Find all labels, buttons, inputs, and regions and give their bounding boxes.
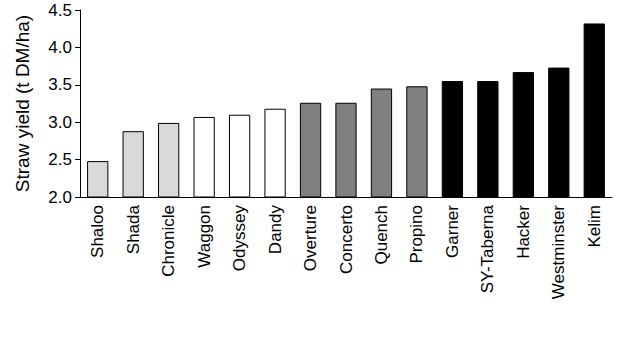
svg-text:2.0: 2.0 — [48, 188, 72, 207]
svg-text:Straw yield (t DM/ha): Straw yield (t DM/ha) — [12, 15, 33, 192]
svg-text:4.5: 4.5 — [48, 1, 72, 20]
svg-text:Concerto: Concerto — [337, 205, 356, 274]
svg-text:Shaloo: Shaloo — [88, 205, 107, 258]
svg-text:Chronicle: Chronicle — [159, 205, 178, 277]
svg-text:3.5: 3.5 — [48, 75, 72, 94]
svg-text:Quench: Quench — [372, 205, 391, 265]
svg-text:SY-Taberna: SY-Taberna — [478, 204, 497, 293]
svg-text:Overture: Overture — [301, 205, 320, 271]
svg-text:Westminster: Westminster — [549, 205, 568, 299]
svg-text:Hacker: Hacker — [514, 205, 533, 259]
svg-text:2.5: 2.5 — [48, 150, 72, 169]
svg-text:Shada: Shada — [124, 204, 143, 254]
svg-text:Dandy: Dandy — [266, 205, 285, 255]
svg-text:Odyssey: Odyssey — [230, 205, 249, 272]
svg-text:Kelim: Kelim — [585, 205, 604, 248]
svg-text:Waggon: Waggon — [195, 205, 214, 268]
svg-text:4.0: 4.0 — [48, 38, 72, 57]
svg-text:Garner: Garner — [443, 205, 462, 258]
svg-text:Propino: Propino — [407, 205, 426, 264]
svg-text:3.0: 3.0 — [48, 113, 72, 132]
